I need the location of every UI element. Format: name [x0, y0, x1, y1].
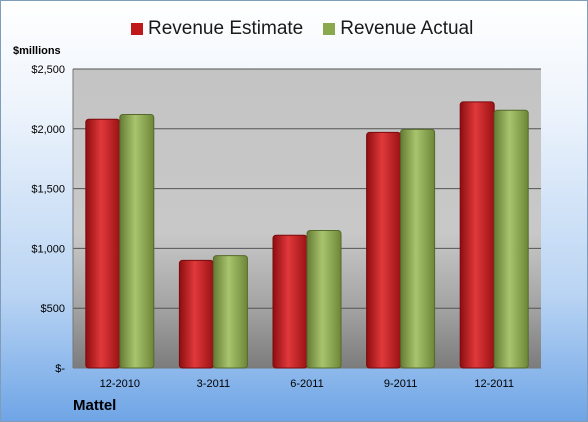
legend-label-estimate: Revenue Estimate [148, 18, 304, 39]
bar-revenue-estimate [366, 131, 402, 369]
bar-revenue-estimate [85, 118, 121, 369]
legend-swatch-estimate [131, 23, 143, 35]
legend-item-actual: Revenue Actual [323, 18, 473, 40]
x-tick-label: 12-2011 [474, 378, 514, 390]
x-tick-label: 9-2011 [384, 378, 417, 390]
bar-revenue-estimate [459, 101, 495, 369]
y-axis-unit-label: $millions [13, 45, 61, 57]
legend-item-estimate: Revenue Estimate [131, 18, 303, 40]
bar-revenue-estimate [178, 259, 214, 369]
y-tick-label: $2,500 [31, 64, 65, 76]
bar-revenue-estimate [272, 234, 308, 369]
legend-swatch-actual [323, 23, 336, 35]
bar-revenue-actual [493, 109, 529, 369]
y-tick-label: $2,000 [31, 124, 65, 136]
legend-label-actual: Revenue Actual [340, 18, 474, 39]
y-tick-label: $- [55, 363, 65, 375]
x-tick-label: 3-2011 [197, 378, 230, 390]
bar-revenue-actual [306, 229, 342, 369]
y-tick-label: $1,500 [31, 184, 65, 196]
company-name: Mattel [73, 397, 117, 414]
bar-revenue-actual [400, 128, 436, 369]
x-tick-label: 6-2011 [290, 378, 323, 390]
x-tick-label: 12-2010 [100, 378, 140, 390]
y-tick-label: $1,000 [31, 243, 65, 255]
legend: Revenue Estimate Revenue Actual [131, 17, 473, 41]
bar-revenue-actual [119, 113, 155, 369]
y-tick-label: $500 [41, 303, 65, 315]
bar-revenue-actual [212, 255, 248, 369]
